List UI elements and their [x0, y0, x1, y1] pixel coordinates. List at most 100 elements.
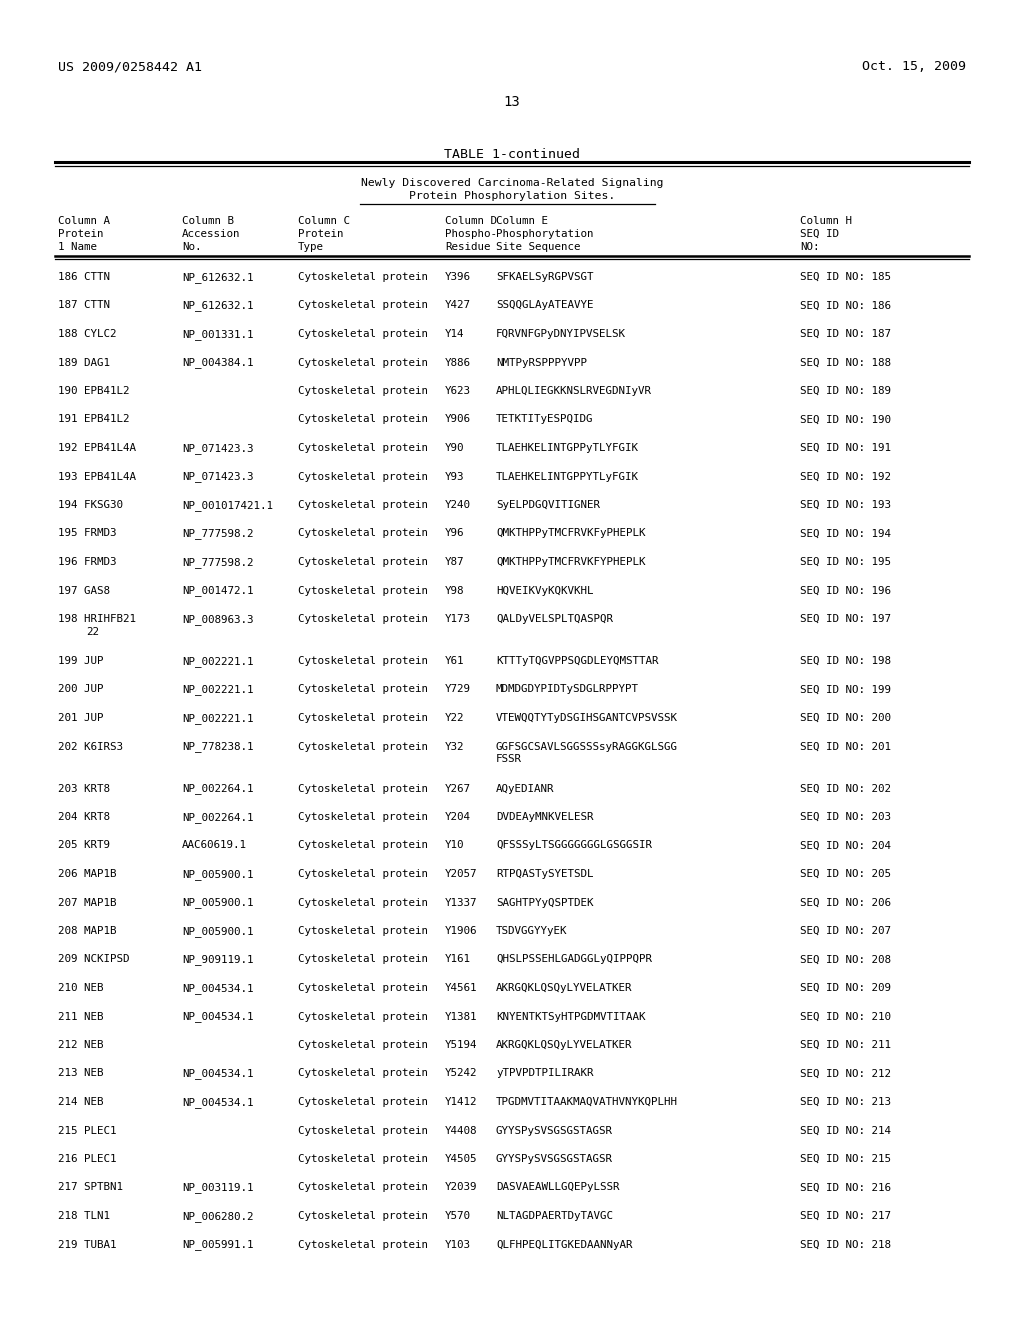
Text: KNYENTKTSyHTPGDMVTITAAK: KNYENTKTSyHTPGDMVTITAAK	[496, 1011, 645, 1022]
Text: SEQ ID NO: 205: SEQ ID NO: 205	[800, 869, 891, 879]
Text: NLTAGDPAERTDyTAVGC: NLTAGDPAERTDyTAVGC	[496, 1210, 613, 1221]
Text: Cytoskeletal protein: Cytoskeletal protein	[298, 1154, 428, 1164]
Text: Cytoskeletal protein: Cytoskeletal protein	[298, 586, 428, 595]
Text: QALDyVELSPLTQASPQR: QALDyVELSPLTQASPQR	[496, 614, 613, 624]
Text: TABLE 1-continued: TABLE 1-continued	[444, 148, 580, 161]
Text: SEQ ID NO: 199: SEQ ID NO: 199	[800, 685, 891, 694]
Text: AQyEDIANR: AQyEDIANR	[496, 784, 555, 793]
Text: 205 KRT9: 205 KRT9	[58, 841, 110, 850]
Text: 199 JUP: 199 JUP	[58, 656, 103, 667]
Text: NP_003119.1: NP_003119.1	[182, 1183, 254, 1193]
Text: 193 EPB41L4A: 193 EPB41L4A	[58, 471, 136, 482]
Text: Y61: Y61	[445, 656, 465, 667]
Text: 196 FRMD3: 196 FRMD3	[58, 557, 117, 568]
Text: SEQ ID NO: 217: SEQ ID NO: 217	[800, 1210, 891, 1221]
Text: QMKTHPPyTMCFRVKFyPHEPLK: QMKTHPPyTMCFRVKFyPHEPLK	[496, 528, 645, 539]
Text: VTEWQQTYTyDSGIHSGANTCVPSVSSK: VTEWQQTYTyDSGIHSGANTCVPSVSSK	[496, 713, 678, 723]
Text: NP_004534.1: NP_004534.1	[182, 983, 254, 994]
Text: Cytoskeletal protein: Cytoskeletal protein	[298, 301, 428, 310]
Text: NP_002221.1: NP_002221.1	[182, 685, 254, 696]
Text: Y87: Y87	[445, 557, 465, 568]
Text: DASVAEAWLLGQEPyLSSR: DASVAEAWLLGQEPyLSSR	[496, 1183, 620, 1192]
Text: SEQ ID NO: 203: SEQ ID NO: 203	[800, 812, 891, 822]
Text: Y396: Y396	[445, 272, 471, 282]
Text: Y5194: Y5194	[445, 1040, 477, 1049]
Text: Y1412: Y1412	[445, 1097, 477, 1107]
Text: Y906: Y906	[445, 414, 471, 425]
Text: Cytoskeletal protein: Cytoskeletal protein	[298, 272, 428, 282]
Text: Y729: Y729	[445, 685, 471, 694]
Text: US 2009/0258442 A1: US 2009/0258442 A1	[58, 59, 202, 73]
Text: TPGDMVTITAAKMAQVATHVNYKQPLHH: TPGDMVTITAAKMAQVATHVNYKQPLHH	[496, 1097, 678, 1107]
Text: 192 EPB41L4A: 192 EPB41L4A	[58, 444, 136, 453]
Text: NP_612632.1: NP_612632.1	[182, 301, 254, 312]
Text: Cytoskeletal protein: Cytoskeletal protein	[298, 841, 428, 850]
Text: NP_004534.1: NP_004534.1	[182, 1011, 254, 1023]
Text: Y103: Y103	[445, 1239, 471, 1250]
Text: 200 JUP: 200 JUP	[58, 685, 103, 694]
Text: SAGHTPYyQSPTDEK: SAGHTPYyQSPTDEK	[496, 898, 594, 908]
Text: SEQ ID NO: 216: SEQ ID NO: 216	[800, 1183, 891, 1192]
Text: SEQ ID: SEQ ID	[800, 228, 839, 239]
Text: SEQ ID NO: 211: SEQ ID NO: 211	[800, 1040, 891, 1049]
Text: Y267: Y267	[445, 784, 471, 793]
Text: Cytoskeletal protein: Cytoskeletal protein	[298, 713, 428, 723]
Text: SEQ ID NO: 192: SEQ ID NO: 192	[800, 471, 891, 482]
Text: MDMDGDYPIDTySDGLRPPYPT: MDMDGDYPIDTySDGLRPPYPT	[496, 685, 639, 694]
Text: Cytoskeletal protein: Cytoskeletal protein	[298, 983, 428, 993]
Text: DVDEAyMNKVELESR: DVDEAyMNKVELESR	[496, 812, 594, 822]
Text: GYYSPySVSGSGSTAGSR: GYYSPySVSGSGSTAGSR	[496, 1154, 613, 1164]
Text: 217 SPTBN1: 217 SPTBN1	[58, 1183, 123, 1192]
Text: NP_909119.1: NP_909119.1	[182, 954, 254, 965]
Text: Protein: Protein	[58, 228, 103, 239]
Text: NP_612632.1: NP_612632.1	[182, 272, 254, 282]
Text: Cytoskeletal protein: Cytoskeletal protein	[298, 1097, 428, 1107]
Text: NP_002264.1: NP_002264.1	[182, 784, 254, 795]
Text: FQRVNFGPyDNYIPVSELSK: FQRVNFGPyDNYIPVSELSK	[496, 329, 626, 339]
Text: SEQ ID NO: 193: SEQ ID NO: 193	[800, 500, 891, 510]
Text: Column H: Column H	[800, 216, 852, 226]
Text: Cytoskeletal protein: Cytoskeletal protein	[298, 500, 428, 510]
Text: SEQ ID NO: 208: SEQ ID NO: 208	[800, 954, 891, 965]
Text: NP_071423.3: NP_071423.3	[182, 471, 254, 482]
Text: NP_006280.2: NP_006280.2	[182, 1210, 254, 1222]
Text: NP_005900.1: NP_005900.1	[182, 898, 254, 908]
Text: 186 CTTN: 186 CTTN	[58, 272, 110, 282]
Text: Y93: Y93	[445, 471, 465, 482]
Text: NP_001017421.1: NP_001017421.1	[182, 500, 273, 511]
Text: 218 TLN1: 218 TLN1	[58, 1210, 110, 1221]
Text: 206 MAP1B: 206 MAP1B	[58, 869, 117, 879]
Text: SEQ ID NO: 213: SEQ ID NO: 213	[800, 1097, 891, 1107]
Text: Column E: Column E	[496, 216, 548, 226]
Text: SEQ ID NO: 210: SEQ ID NO: 210	[800, 1011, 891, 1022]
Text: Cytoskeletal protein: Cytoskeletal protein	[298, 1210, 428, 1221]
Text: SEQ ID NO: 218: SEQ ID NO: 218	[800, 1239, 891, 1250]
Text: KTTTyTQGVPPSQGDLEYQMSTTAR: KTTTyTQGVPPSQGDLEYQMSTTAR	[496, 656, 658, 667]
Text: AAC60619.1: AAC60619.1	[182, 841, 247, 850]
Text: QFSSSyLTSGGGGGGGLGSGGSIR: QFSSSyLTSGGGGGGGLGSGGSIR	[496, 841, 652, 850]
Text: Y90: Y90	[445, 444, 465, 453]
Text: SEQ ID NO: 212: SEQ ID NO: 212	[800, 1068, 891, 1078]
Text: yTPVPDTPILIRAKR: yTPVPDTPILIRAKR	[496, 1068, 594, 1078]
Text: SEQ ID NO: 194: SEQ ID NO: 194	[800, 528, 891, 539]
Text: Cytoskeletal protein: Cytoskeletal protein	[298, 1126, 428, 1135]
Text: 216 PLEC1: 216 PLEC1	[58, 1154, 117, 1164]
Text: NP_005900.1: NP_005900.1	[182, 927, 254, 937]
Text: 208 MAP1B: 208 MAP1B	[58, 927, 117, 936]
Text: Column A: Column A	[58, 216, 110, 226]
Text: Column D: Column D	[445, 216, 497, 226]
Text: NP_008963.3: NP_008963.3	[182, 614, 254, 624]
Text: Y4505: Y4505	[445, 1154, 477, 1164]
Text: Y240: Y240	[445, 500, 471, 510]
Text: Protein Phosphorylation Sites.: Protein Phosphorylation Sites.	[409, 191, 615, 201]
Text: RTPQASTySYETSDL: RTPQASTySYETSDL	[496, 869, 594, 879]
Text: APHLQLIEGKKNSLRVEGDNIyVR: APHLQLIEGKKNSLRVEGDNIyVR	[496, 385, 652, 396]
Text: Y32: Y32	[445, 742, 465, 751]
Text: Cytoskeletal protein: Cytoskeletal protein	[298, 1040, 428, 1049]
Text: SEQ ID NO: 191: SEQ ID NO: 191	[800, 444, 891, 453]
Text: GGFSGCSAVLSGGSSSsyRAGGKGLSGG: GGFSGCSAVLSGGSSSsyRAGGKGLSGG	[496, 742, 678, 751]
Text: 211 NEB: 211 NEB	[58, 1011, 103, 1022]
Text: TSDVGGYYyEK: TSDVGGYYyEK	[496, 927, 567, 936]
Text: SEQ ID NO: 200: SEQ ID NO: 200	[800, 713, 891, 723]
Text: Y22: Y22	[445, 713, 465, 723]
